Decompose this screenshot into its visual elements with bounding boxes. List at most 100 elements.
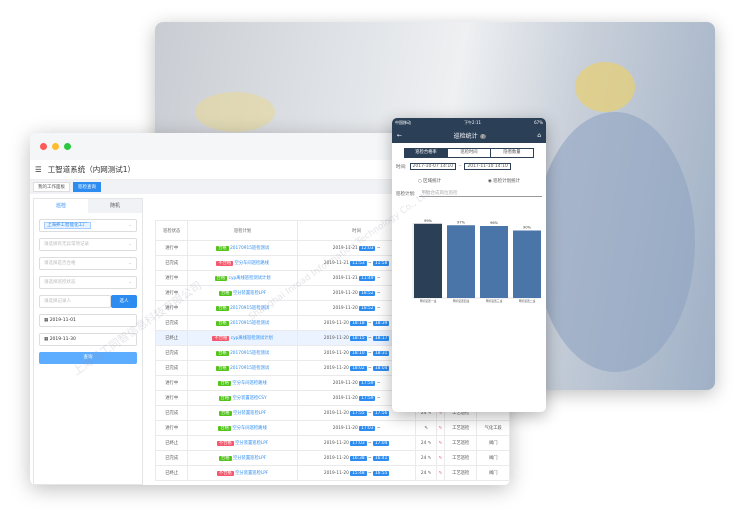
edit-icon[interactable]: ✎	[438, 440, 443, 446]
edit-icon[interactable]: ✎	[427, 470, 432, 476]
page-title: 巡检统计	[453, 132, 478, 140]
plan-cell: 合格 空分装置巡检CSY	[187, 390, 298, 406]
to-date[interactable]: 2017-11-10 14:10	[464, 163, 511, 170]
status-cell: 已完成	[154, 345, 189, 361]
category-label: 甲醇装置二班	[519, 299, 536, 303]
result-badge: 合格	[216, 321, 229, 326]
plan-input[interactable]: 甲醇合成岗位巡检	[418, 190, 542, 197]
status-cell: 已终止	[154, 465, 189, 481]
edit-icon[interactable]: ✎	[438, 455, 443, 461]
start-time: 18:52	[359, 290, 376, 296]
plan-link[interactable]: 20170915巡检测试	[230, 306, 270, 311]
query-button[interactable]: 查询	[39, 352, 137, 364]
plan-cell: 合格 空分装置巡检LPF	[187, 450, 298, 466]
status-cell: 进行中	[154, 420, 189, 436]
plan-link[interactable]: 20170915巡检测试	[230, 351, 270, 356]
tab-inspection[interactable]: 巡检	[55, 203, 66, 209]
radio-plan[interactable]: ◉ 巡检计划统计	[487, 179, 521, 184]
plan-link[interactable]: 20170915巡检测试	[230, 321, 270, 326]
maximize-button[interactable]	[64, 143, 71, 150]
plan-link[interactable]: cyp离线巡检测试计划	[228, 276, 271, 281]
plan-cell: 合格 20170915巡检测试	[187, 360, 298, 376]
time-cell: 2019-11-20 18:52 ~	[296, 285, 417, 301]
result-badge: 合格	[216, 351, 229, 356]
status-cell: 进行中	[154, 390, 189, 406]
table-row[interactable]: 进行中 合格 空分车间巡检路线 2019-11-20 17:03 ~ ✎ ✎ 工…	[154, 420, 510, 436]
table-row[interactable]: 已终止 不合格 空分装置巡检LPF 2019-11-20 17:03 ~ 17:…	[154, 435, 510, 451]
plan-link[interactable]: 空分车间巡检路线	[234, 261, 269, 266]
bar[interactable]	[513, 230, 541, 299]
bar[interactable]	[447, 225, 475, 298]
time-cell: 2019-11-21 11:49 ~	[296, 270, 417, 286]
edit-icon[interactable]: ✎	[438, 410, 443, 416]
plan-link[interactable]: 空分装置巡检LPF	[232, 411, 267, 416]
table-row[interactable]: 已终止 不合格 空分装置巡检LPF 2019-11-20 15:48 ~ 16:…	[154, 465, 510, 481]
plan-link[interactable]: 空分装置巡检LPF	[235, 471, 269, 476]
result-badge: 不合格	[212, 336, 230, 341]
plan-link[interactable]: 空分装置巡检LPF	[232, 456, 267, 461]
edit-icon[interactable]: ✎	[438, 470, 443, 476]
plan-link[interactable]: 空分装置巡检CSY	[232, 396, 267, 401]
qualified-select[interactable]: 请选择是否合格 ⌄	[39, 257, 137, 270]
plan-link[interactable]: cyp离线巡检测试计划	[230, 336, 273, 341]
action-cell: ✎	[435, 450, 446, 466]
plan-link[interactable]: 20170915巡检测试	[230, 366, 270, 371]
menu-icon[interactable]: ☰	[35, 165, 42, 174]
edit-icon[interactable]: ✎	[427, 440, 432, 446]
start-time: 17:03	[359, 425, 376, 431]
action-cell: ✎	[435, 465, 446, 481]
chevron-down-icon: ⌄	[128, 223, 132, 228]
plan-link[interactable]: 空分车间巡检路线	[232, 381, 267, 386]
data-label: 96%	[490, 221, 498, 225]
segment-time[interactable]: 巡检时间	[447, 149, 490, 157]
chevron-down-icon: ⌄	[128, 242, 132, 247]
factory-select[interactable]: 上海养工智能化工厂 ⌄	[39, 219, 137, 232]
close-button[interactable]	[40, 143, 47, 150]
segment-pass-rate[interactable]: 巡检合格率	[405, 149, 447, 157]
edit-icon[interactable]: ✎	[427, 455, 432, 461]
back-arrow-icon[interactable]: ←	[397, 131, 403, 139]
tab-workbench[interactable]: 我的工作面板	[33, 182, 70, 192]
from-date[interactable]: 2017-10-07 14:10	[409, 163, 457, 170]
edit-icon[interactable]: ✎	[424, 425, 428, 431]
radio-area[interactable]: ○ 区域统计	[417, 179, 442, 184]
edit-icon[interactable]: ✎	[427, 410, 432, 416]
time-cell: 2019-11-21 11:53 ~ 11:58	[296, 255, 417, 271]
writer-cell: 24 ✎	[415, 465, 437, 481]
result-badge: 合格	[218, 396, 232, 401]
help-icon[interactable]: ?	[479, 133, 486, 139]
start-date-input[interactable]: ▦ 2019-11-01	[39, 314, 137, 327]
minimize-button[interactable]	[52, 143, 59, 150]
status-select[interactable]: 请选择巡检状态 ⌄	[39, 276, 137, 289]
end-time: 18:04	[372, 365, 390, 371]
column-header: 巡检计划	[187, 220, 298, 241]
factory-chip[interactable]: 上海养工智能化工厂	[44, 222, 91, 229]
writer-cell: ✎	[415, 420, 437, 436]
time-cell: 2019-11-20 16:38 ~ 16:41	[296, 450, 417, 466]
result-badge: 不合格	[216, 261, 234, 266]
select-person-button[interactable]: 选人	[111, 295, 137, 308]
bar[interactable]	[414, 223, 442, 298]
status-cell: 已终止	[154, 435, 189, 451]
plan-cell: 合格 20170915巡检测试	[187, 240, 298, 256]
column-header: 巡检状态	[154, 220, 189, 241]
tab-random[interactable]: 随机	[88, 199, 142, 213]
edit-icon[interactable]: ✎	[438, 425, 443, 431]
plan-link[interactable]: 空分装置巡检LPF	[232, 291, 267, 296]
plan-cell: 不合格 空分装置巡检LPF	[187, 465, 298, 481]
bar[interactable]	[480, 226, 508, 298]
tab-inspection-query[interactable]: 巡检查询	[73, 182, 101, 192]
start-time: 11:49	[359, 275, 376, 281]
end-date-input[interactable]: ▦ 2019-11-30	[39, 333, 137, 346]
abnormal-select[interactable]: 请选择有无异常项记录 ⌄	[39, 238, 137, 251]
plan-link[interactable]: 空分装置巡检LPF	[235, 441, 269, 446]
result-badge: 合格	[218, 426, 232, 431]
person-input[interactable]: 请选择记录人	[39, 295, 111, 308]
table-row[interactable]: 已完成 合格 空分装置巡检LPF 2019-11-20 16:38 ~ 16:4…	[154, 450, 510, 466]
home-icon[interactable]: ⌂	[537, 131, 541, 139]
plan-link[interactable]: 20170915巡检测试	[230, 246, 270, 251]
action-cell: ✎	[435, 420, 446, 436]
area-cell: 阀门	[476, 435, 510, 451]
segment-hazards[interactable]: 隐患数量	[490, 149, 533, 157]
plan-link[interactable]: 空分车间巡检路线	[232, 426, 267, 431]
